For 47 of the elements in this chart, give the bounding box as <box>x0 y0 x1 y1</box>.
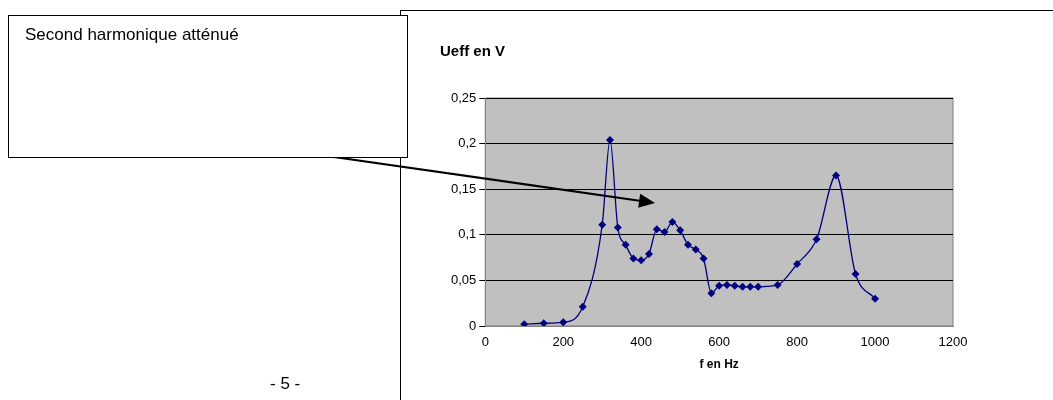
text: - 5 - <box>270 374 301 394</box>
point <box>746 282 755 291</box>
point <box>621 240 630 249</box>
point <box>676 226 685 235</box>
x-tick-label: 200 <box>552 334 575 350</box>
point <box>539 319 548 326</box>
point <box>660 228 669 237</box>
point <box>699 254 708 263</box>
point <box>871 294 880 303</box>
y-tick-label: 0,15 <box>450 180 477 196</box>
x-tick-label: 400 <box>630 334 653 350</box>
point <box>754 282 763 291</box>
point <box>793 259 802 268</box>
point <box>715 281 724 290</box>
y-tick-label: 0,25 <box>450 89 477 105</box>
point <box>613 223 622 232</box>
point <box>652 225 661 234</box>
point <box>637 256 646 265</box>
x-axis-title: f en Hz <box>699 357 739 372</box>
point <box>668 218 677 227</box>
y-tick-label: 0,1 <box>458 226 477 242</box>
x-tick-label: 0 <box>481 334 489 350</box>
y-tick-label: 0 <box>469 317 477 333</box>
point <box>832 171 841 180</box>
point <box>722 280 731 289</box>
point <box>629 254 638 263</box>
point <box>559 318 568 326</box>
point <box>606 135 615 144</box>
x-tick-label: 600 <box>708 334 730 350</box>
point <box>738 282 747 291</box>
point <box>851 270 860 279</box>
text: Second harmonique atténué <box>8 15 408 158</box>
point <box>730 281 739 290</box>
x-tick-label: 800 <box>786 334 808 350</box>
y-tick-label: 0,05 <box>450 271 477 287</box>
point <box>812 235 821 244</box>
point <box>683 240 692 249</box>
x-tick-label: 1200 <box>938 334 968 350</box>
point <box>691 245 700 254</box>
point <box>773 280 782 289</box>
y-tick-label: 0,2 <box>458 135 477 151</box>
point <box>598 220 607 229</box>
point <box>645 249 653 258</box>
point <box>578 302 587 311</box>
x-tick-label: 1000 <box>860 334 890 350</box>
point <box>707 289 716 298</box>
y-axis-title: Ueff en V <box>440 42 506 59</box>
